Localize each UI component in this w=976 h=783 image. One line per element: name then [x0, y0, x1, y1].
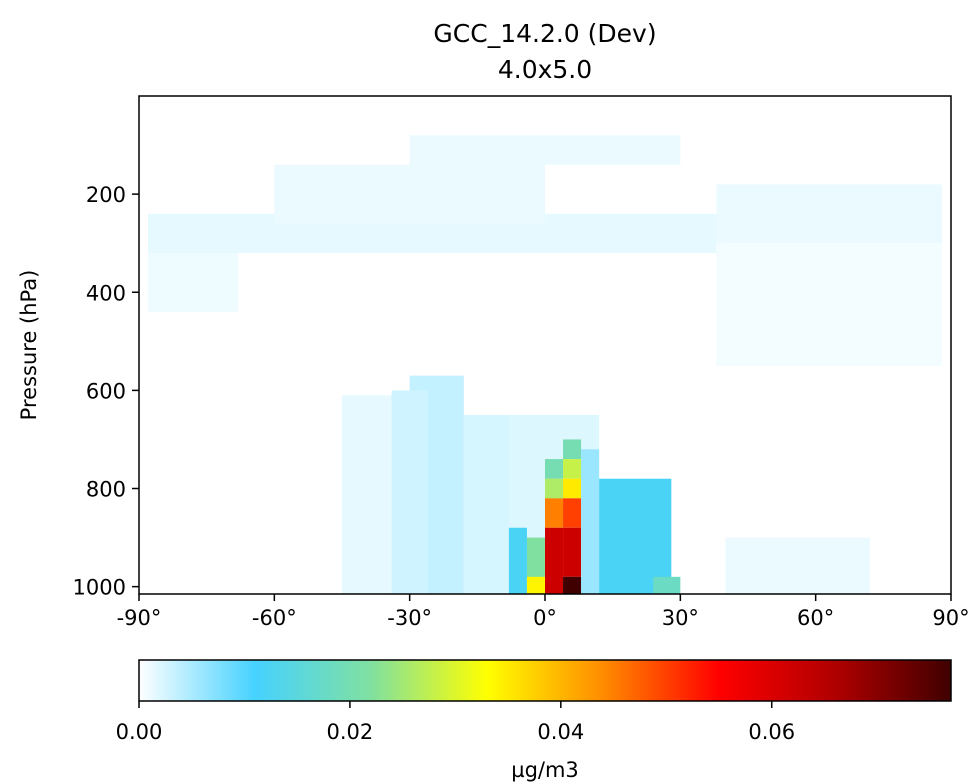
heatmap-cell [563, 498, 582, 528]
heatmap-cells [148, 135, 942, 594]
heatmap-cell [545, 459, 564, 479]
x-tick-label: -60° [252, 606, 297, 630]
y-tick-label: 200 [86, 183, 126, 207]
colorbar-tick-label: 0.06 [748, 720, 795, 744]
heatmap-cell [545, 498, 564, 528]
y-axis: 200 400 600 800 1000 [73, 183, 139, 600]
heatmap-cell [409, 135, 681, 165]
colorbar-tick-label: 0.00 [116, 720, 163, 744]
colorbar-axis: 0.00 0.02 0.04 0.06 [116, 701, 795, 744]
y-tick-label: 800 [86, 478, 126, 502]
x-tick-label: -30° [387, 606, 432, 630]
heatmap-cell [545, 527, 564, 594]
colorbar-tick-label: 0.02 [327, 720, 374, 744]
heatmap-cell [716, 243, 942, 366]
x-tick-label: 90° [932, 606, 969, 630]
x-tick-label: 0° [533, 606, 557, 630]
y-axis-label: Pressure (hPa) [17, 270, 41, 421]
x-axis: -90° -60° -30° 0° 30° 60° 90° [117, 594, 970, 630]
heatmap-cell [563, 576, 582, 594]
heatmap-cell [563, 527, 582, 577]
y-tick-label: 400 [86, 281, 126, 305]
heatmap-cell [526, 576, 545, 594]
heatmap-cell [508, 527, 527, 594]
chart-subtitle: 4.0x5.0 [498, 55, 592, 84]
colorbar-tick-label: 0.04 [537, 720, 584, 744]
heatmap-cell [581, 449, 600, 594]
heatmap-cell [563, 459, 582, 479]
heatmap-cell [391, 390, 428, 594]
heatmap-cell [725, 537, 870, 594]
heatmap-cell [563, 478, 582, 499]
heatmap-cell [653, 576, 681, 594]
heatmap-cell [545, 478, 564, 499]
colorbar-label: µg/m3 [511, 758, 579, 782]
heatmap-cell [716, 184, 942, 244]
x-tick-label: 60° [797, 606, 834, 630]
colorbar [138, 659, 952, 702]
x-tick-label: -90° [117, 606, 162, 630]
heatmap-cell [599, 478, 672, 594]
chart-title: GCC_14.2.0 (Dev) [433, 19, 656, 48]
y-tick-label: 600 [86, 379, 126, 403]
y-tick-label: 1000 [73, 576, 126, 600]
heatmap-cell [274, 164, 545, 224]
heatmap-cell [563, 439, 582, 460]
x-tick-label: 30° [662, 606, 699, 630]
heatmap-cell [148, 253, 239, 312]
